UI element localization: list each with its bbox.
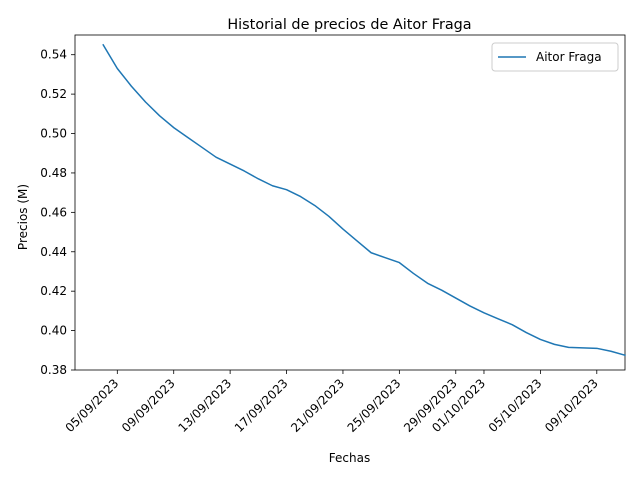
y-axis-label: Precios (M) (16, 184, 30, 250)
plot-area (74, 34, 626, 371)
y-tick-label: 0.54 (40, 48, 67, 62)
x-axis-label: Fechas (329, 451, 370, 465)
y-tick-label: 0.40 (40, 324, 67, 338)
y-tick-label: 0.38 (40, 363, 67, 377)
legend: Aitor Fraga (491, 42, 619, 72)
series-line-aitor-fraga (102, 43, 626, 357)
series-group (102, 43, 626, 357)
y-tick-label: 0.52 (40, 87, 67, 101)
y-axis-ticks: 0.38 0.40 0.42 0.44 0.46 0.48 0.50 0.52 0.54 (40, 48, 75, 377)
y-tick-label: 0.44 (40, 245, 67, 259)
y-tick-label: 0.46 (40, 205, 67, 219)
y-tick-label: 0.50 (40, 127, 67, 141)
legend-box (491, 42, 619, 72)
axes-frame (74, 34, 626, 371)
legend-label: Aitor Fraga (536, 50, 602, 64)
chart-title: Historial de precios de Aitor Fraga (227, 17, 471, 33)
y-tick-label: 0.42 (40, 284, 67, 298)
y-tick-label: 0.48 (40, 166, 67, 180)
